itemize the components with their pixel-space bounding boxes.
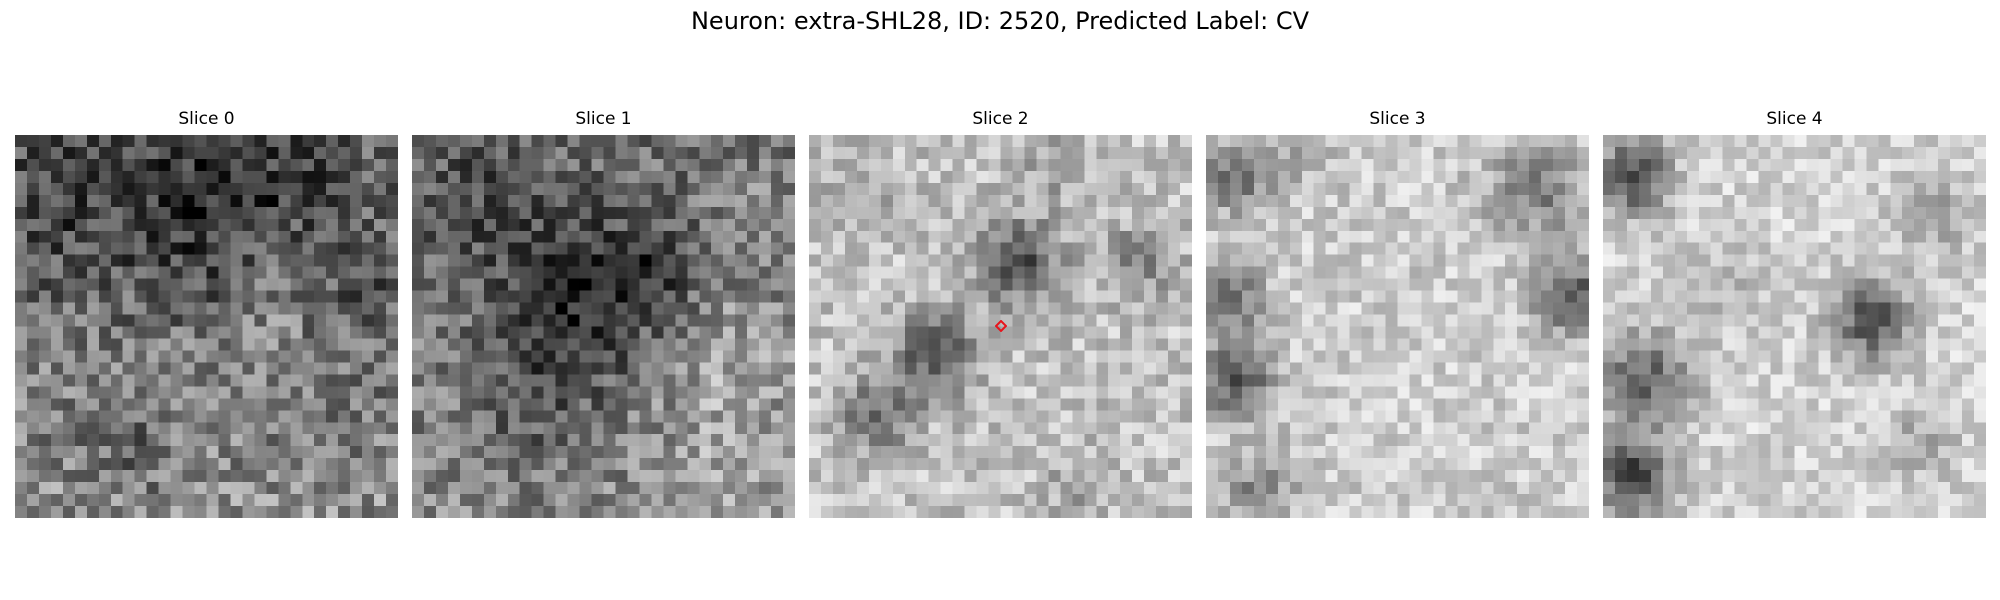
slice-title: Slice 3 [1369,109,1426,129]
slice-panel-1: Slice 1 [412,108,795,518]
slice-title: Slice 4 [1766,109,1823,129]
slice-title: Slice 0 [178,109,235,129]
slice-panel-4: Slice 4 [1603,108,1986,518]
slice-panel-3: Slice 3 [1206,108,1589,518]
slice-image [412,135,795,518]
slice-image [1603,135,1986,518]
slice-panel-2: Slice 2 [809,108,1192,518]
slice-image [809,135,1192,518]
slice-panel-0: Slice 0 [15,108,398,518]
slice-image [15,135,398,518]
slice-title: Slice 1 [575,109,632,129]
slice-title: Slice 2 [972,109,1029,129]
figure-title: Neuron: extra-SHL28, ID: 2520, Predicted… [690,7,1310,35]
slice-image [1206,135,1589,518]
